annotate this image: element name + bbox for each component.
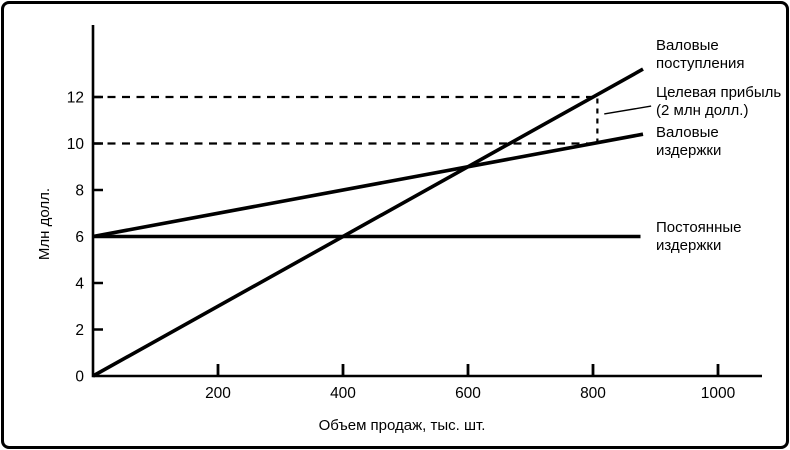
x-tick-label: 200: [205, 385, 231, 402]
y-tick-label: 8: [75, 183, 84, 200]
series-line-1: [92, 132, 644, 239]
x-tick-label: 600: [455, 385, 481, 402]
y-tick-label: 0: [75, 369, 84, 386]
y-tick-label: 10: [67, 136, 85, 153]
label-target-profit: Целевая прибыль (2 млн долл.): [656, 84, 782, 119]
x-tick-label: 800: [580, 385, 606, 402]
y-tick-label: 6: [75, 229, 84, 246]
label-gross-costs: Валовые издержки: [656, 124, 722, 159]
y-tick-label: 2: [75, 322, 84, 339]
y-tick-label: 4: [75, 276, 84, 293]
target-profit-leader: [604, 105, 652, 115]
x-axis-title: Объем продаж, тыс. шт.: [318, 417, 486, 434]
axes: [91, 25, 762, 378]
label-gross-receipts: Валовые поступления: [656, 37, 745, 72]
x-tick-label: 1000: [701, 385, 736, 402]
y-axis-title: Млн долл.: [36, 187, 53, 261]
series-line-0: [92, 67, 644, 378]
y-tick-label: 12: [67, 90, 84, 107]
x-tick-label: 400: [330, 385, 356, 402]
label-fixed-costs: Постоянные издержки: [656, 219, 742, 254]
